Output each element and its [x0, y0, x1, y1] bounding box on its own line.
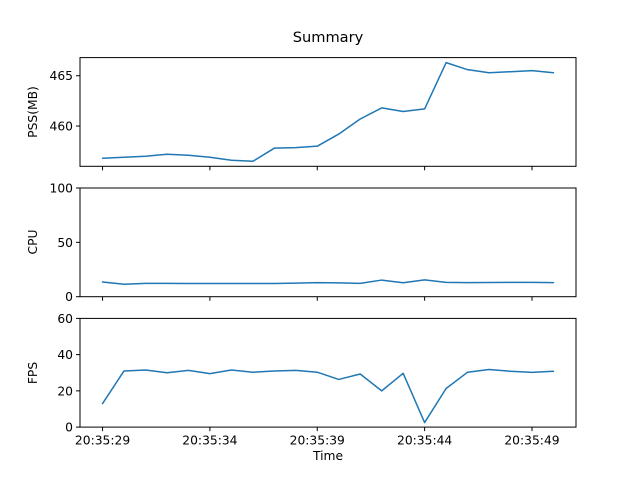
ylabel-pss-mb: PSS(MB)	[25, 86, 40, 138]
cpu-axes-spine	[79, 187, 577, 298]
pss-mb-line	[101, 61, 555, 163]
x-tick-label: 20:35:39	[290, 434, 345, 448]
cpu-y-tick-label: 50	[57, 236, 73, 250]
fps-y-tick-label: 40	[57, 348, 73, 362]
x-tick-label: 20:35:49	[504, 434, 559, 448]
fps-line	[101, 368, 555, 424]
cpu-line	[101, 279, 555, 285]
ylabel-cpu: CPU	[25, 229, 40, 255]
pss-mb-y-tick-label: 460	[50, 119, 73, 133]
fps-y-tick-label: 60	[57, 312, 73, 326]
x-tick-label: 20:35:29	[75, 434, 130, 448]
pss-mb-y-tick-label: 465	[50, 69, 73, 83]
fps-y-tick-label: 0	[65, 421, 73, 435]
cpu-y-tick-label: 100	[50, 181, 73, 195]
x-tick-label: 20:35:44	[397, 434, 452, 448]
ylabel-fps: FPS	[25, 361, 40, 385]
xlabel-time: Time	[312, 449, 344, 463]
x-tick-label: 20:35:34	[182, 434, 237, 448]
chart-title: Summary	[292, 29, 364, 46]
fps-axes-spine	[79, 317, 577, 428]
fps-y-tick-label: 20	[57, 384, 73, 398]
pss-mb-axes-spine	[79, 57, 577, 167]
cpu-y-tick-label: 0	[65, 290, 73, 304]
